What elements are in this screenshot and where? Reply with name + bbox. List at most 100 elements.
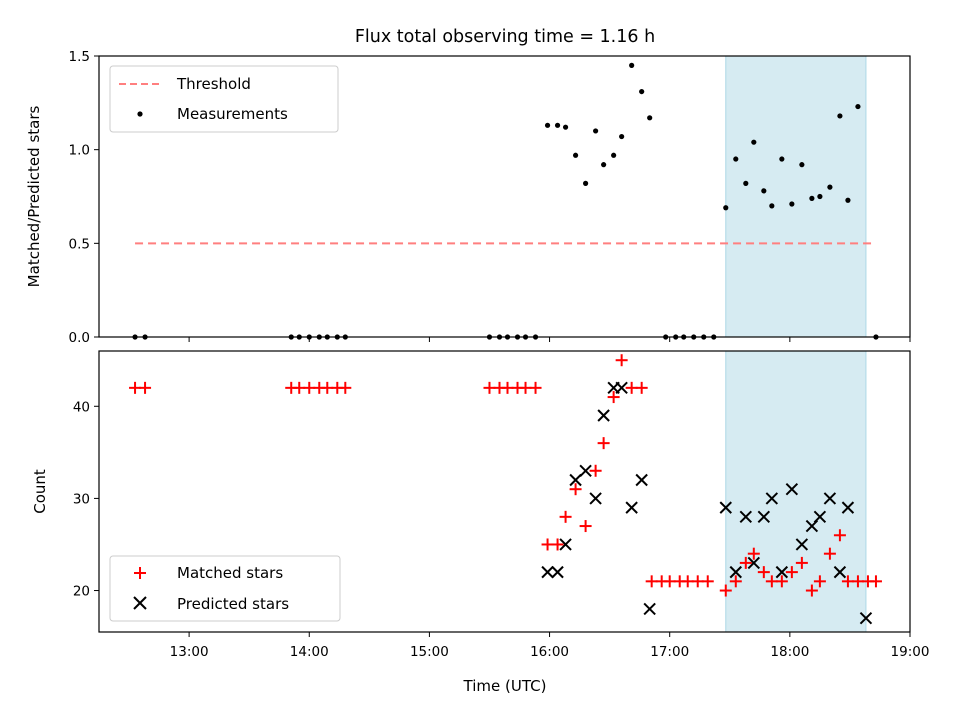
matched-stars-point bbox=[139, 381, 152, 394]
measurement-point bbox=[619, 133, 625, 140]
x-tick-label: 16:00 bbox=[530, 644, 569, 660]
measurement-point bbox=[723, 205, 729, 211]
x-tick-label: 19:00 bbox=[891, 644, 930, 660]
bottom-y-axis-label: Count bbox=[31, 469, 49, 514]
predicted-stars-point bbox=[823, 492, 837, 505]
matched-stars-point bbox=[597, 437, 610, 450]
matched-stars-point bbox=[719, 584, 732, 597]
predicted-stars-point bbox=[795, 538, 809, 551]
measurement-point bbox=[837, 113, 843, 119]
measurement-point bbox=[611, 152, 617, 158]
matched-stars-point bbox=[833, 529, 846, 542]
measurement-point bbox=[809, 195, 815, 201]
predicted-stars-point bbox=[833, 565, 847, 579]
predicted-stars-point bbox=[569, 473, 582, 487]
measurement-point bbox=[583, 180, 589, 186]
measurement-point bbox=[845, 197, 851, 203]
legend-measurements-swatch bbox=[137, 111, 143, 117]
x-tick-label: 14:00 bbox=[290, 644, 329, 660]
measurement-point bbox=[629, 62, 635, 68]
measurement-point bbox=[827, 184, 833, 190]
matched-stars-point bbox=[663, 575, 676, 588]
measurement-point bbox=[743, 180, 749, 186]
matched-stars-point bbox=[739, 556, 752, 569]
measurement-point bbox=[647, 115, 653, 121]
measurement-point bbox=[733, 156, 739, 162]
measurement-point bbox=[544, 122, 551, 128]
matched-stars-point bbox=[645, 575, 658, 588]
y-tick-label: 0.5 bbox=[69, 236, 90, 252]
predicted-stars-point bbox=[719, 501, 732, 514]
matched-stars-point bbox=[339, 381, 352, 394]
x-axis-label: Time (UTC) bbox=[463, 677, 547, 695]
predicted-stars-point bbox=[643, 602, 656, 616]
predicted-stars-point bbox=[625, 501, 638, 514]
predicted-stars-point bbox=[765, 492, 779, 505]
predicted-stars-point bbox=[559, 538, 572, 551]
measurement-point bbox=[761, 188, 767, 194]
top-panel: 0.0 0.5 1.0 1.5 Matched/Predicted stars Thr… bbox=[25, 49, 911, 346]
measurement-point bbox=[572, 152, 579, 158]
predicted-stars-point bbox=[635, 473, 648, 487]
matched-stars-point bbox=[823, 547, 836, 560]
y-tick-label: 0.0 bbox=[69, 330, 90, 346]
measurement-point bbox=[769, 203, 775, 209]
measurement-point bbox=[562, 124, 569, 130]
matched-stars-point bbox=[541, 538, 554, 551]
matched-stars-point bbox=[775, 575, 788, 588]
matched-stars-point bbox=[765, 575, 778, 588]
y-tick-label: 1.0 bbox=[69, 143, 90, 159]
matched-stars-point bbox=[681, 575, 694, 588]
matched-stars-point bbox=[551, 538, 564, 551]
predicted-stars-point bbox=[841, 501, 855, 514]
measurement-point bbox=[799, 162, 805, 168]
y-tick-label: 40 bbox=[73, 399, 90, 415]
shaded-region bbox=[725, 350, 867, 633]
shaded-region bbox=[725, 55, 867, 338]
predicted-stars-point bbox=[541, 565, 554, 579]
measurement-point bbox=[601, 162, 607, 168]
matched-stars-point bbox=[851, 575, 864, 588]
legend-predicted-label: Predicted stars bbox=[177, 595, 289, 613]
matched-stars-point bbox=[607, 391, 620, 404]
top-legend-box bbox=[109, 65, 339, 133]
y-tick-label: 1.5 bbox=[69, 49, 90, 65]
predicted-stars-point bbox=[757, 510, 771, 524]
matched-stars-point bbox=[625, 381, 638, 394]
matched-stars-point bbox=[293, 381, 306, 394]
measurement-point bbox=[751, 139, 757, 145]
legend-predicted-swatch bbox=[133, 596, 147, 610]
measurement-point bbox=[779, 156, 785, 162]
x-tick-label: 17:00 bbox=[650, 644, 689, 660]
top-panel-frame bbox=[98, 55, 911, 338]
matched-stars-point bbox=[615, 354, 628, 367]
y-tick-label: 30 bbox=[73, 491, 90, 507]
bottom-panel-frame bbox=[98, 350, 911, 633]
predicted-stars-point bbox=[597, 409, 610, 422]
measurement-point bbox=[855, 103, 861, 110]
chart-title: Flux total observing time = 1.16 h bbox=[355, 27, 655, 47]
matched-stars-point bbox=[785, 566, 798, 579]
legend-measurements-label: Measurements bbox=[177, 105, 288, 123]
matched-stars-point bbox=[869, 575, 882, 588]
x-tick-label: 13:00 bbox=[170, 644, 209, 660]
predicted-stars-point bbox=[579, 464, 592, 477]
predicted-stars-point bbox=[785, 482, 799, 496]
matched-stars-point bbox=[483, 381, 496, 394]
predicted-stars-point bbox=[729, 565, 742, 579]
matched-stars-point bbox=[701, 575, 714, 588]
measurement-point bbox=[789, 201, 795, 207]
matched-stars-point bbox=[589, 464, 602, 477]
measurement-point bbox=[593, 128, 599, 134]
predicted-stars-point bbox=[747, 556, 761, 570]
matched-stars-point bbox=[729, 575, 742, 588]
y-tick-label: 20 bbox=[73, 584, 90, 600]
matched-stars-point bbox=[635, 381, 648, 394]
matched-stars-point bbox=[321, 381, 334, 394]
matched-stars-point bbox=[757, 566, 770, 579]
bottom-legend-box bbox=[109, 555, 341, 622]
matched-stars-point bbox=[529, 381, 542, 394]
bottom-panel: 13:00 14:00 15:00 16:00 17:00 18:00 19:00 20 30… bbox=[31, 350, 930, 695]
top-legend: Threshold Measurements bbox=[109, 65, 339, 133]
